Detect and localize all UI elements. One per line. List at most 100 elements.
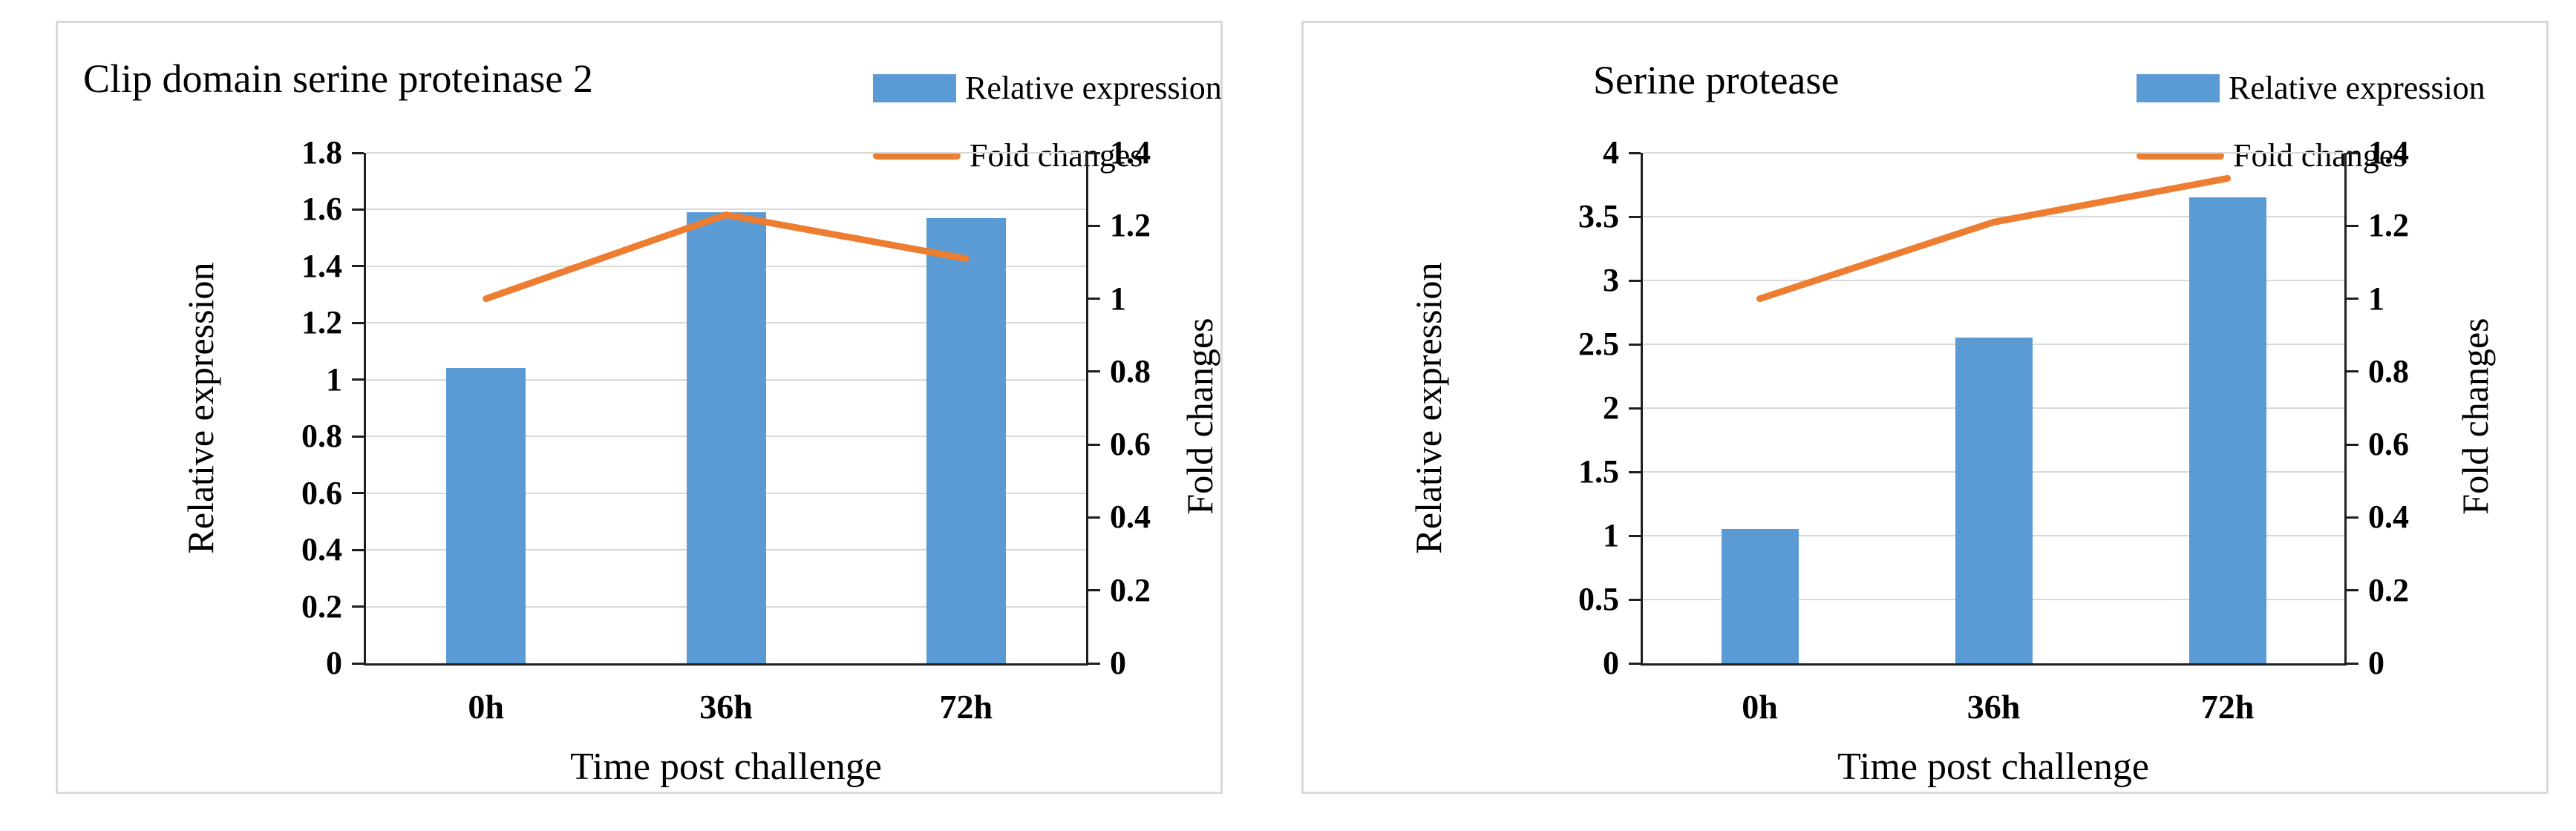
plot-area: 0 0.2 0.4 0.6 0.8 1 1.2 1.4 1.6 1.8 0 0.2 0.4 0.6 0.8 1… <box>301 137 1151 724</box>
bar-36h <box>1955 338 2033 663</box>
bar-72h <box>2189 197 2266 663</box>
x-axis-line <box>364 663 1088 666</box>
left-axis-tick-label: 3.5 <box>1578 198 1619 234</box>
left-axis-tick-label: 1.6 <box>301 191 342 228</box>
x-tick-label-72h: 72h <box>939 688 993 726</box>
right-axis-tick-label: 1.4 <box>2368 134 2409 171</box>
gridline <box>366 208 1086 211</box>
right-axis-tick-label: 0.4 <box>1110 499 1151 536</box>
right-axis-tick-label: 0.2 <box>1110 571 1151 608</box>
x-axis-line <box>1641 663 2347 666</box>
right-axis-tick <box>2347 151 2358 154</box>
gridline <box>1643 216 2344 217</box>
left-axis-tick <box>1629 279 1641 282</box>
left-axis-tick-label: 1.2 <box>301 304 342 341</box>
left-axis-tick <box>352 378 364 381</box>
legend-item-relative-expression: Relative expression <box>2137 69 2485 107</box>
right-axis-tick <box>2347 370 2358 373</box>
left-axis-tick-label: 2 <box>1603 390 1619 426</box>
right-axis-tick-label: 1 <box>2368 280 2384 317</box>
left-axis-tick-label: 0 <box>326 645 342 681</box>
x-tick-label-0h: 0h <box>1742 688 1778 726</box>
right-axis-tick <box>2347 589 2358 592</box>
chart-title: Clip domain serine proteinase 2 <box>83 56 593 101</box>
legend-label: Fold changes <box>2233 137 2407 174</box>
plot-area: 0 0.5 1 1.5 2 2.5 3 3.5 4 0 0.2 0.4 0.6 0.8 1 1.2 1.4 0h 3… <box>1578 137 2409 724</box>
right-axis-tick <box>1088 370 1100 373</box>
right-axis-tick-label: 0 <box>1110 645 1126 681</box>
left-axis-tick <box>1629 151 1641 154</box>
left-axis-tick <box>352 321 364 324</box>
left-axis-tick <box>352 151 364 154</box>
legend: Relative expression Fold changes <box>2137 69 2485 204</box>
left-axis-tick <box>352 548 364 551</box>
left-axis-line <box>1641 153 1643 663</box>
right-axis-tick-label: 0.6 <box>1110 426 1151 463</box>
left-axis-tick-label: 3 <box>1603 262 1619 298</box>
right-axis-tick <box>1088 589 1100 592</box>
gridline <box>1643 152 2344 154</box>
left-axis-tick <box>1629 470 1641 473</box>
chart-panel-clip-domain-serine-proteinase-2: Clip domain serine proteinase 2 Relative… <box>56 21 1223 794</box>
left-axis-tick-label: 1.4 <box>301 247 342 284</box>
right-axis-tick-label: 0.8 <box>1110 352 1151 390</box>
bar-swatch-icon <box>873 73 956 102</box>
fold-changes-line <box>483 211 970 303</box>
left-axis-tick-label: 2.5 <box>1578 326 1619 362</box>
bar-swatch-icon <box>2137 73 2220 102</box>
bar-0h <box>1722 529 1799 663</box>
left-axis-line <box>364 153 366 663</box>
legend-label: Relative expression <box>965 70 1222 106</box>
right-axis-tick <box>2347 516 2358 519</box>
x-tick-label-0h: 0h <box>468 688 504 726</box>
bar-72h <box>926 218 1006 663</box>
left-axis-tick-label: 0.8 <box>301 418 342 455</box>
legend-label: Relative expression <box>2229 70 2485 106</box>
left-axis-tick-label: 1 <box>326 361 342 398</box>
left-axis-tick-label: 0.4 <box>301 531 342 568</box>
right-axis-tick-label: 0.8 <box>2368 352 2409 390</box>
left-axis-tick-label: 0.2 <box>301 588 342 625</box>
right-axis-tick <box>1088 224 1100 227</box>
right-axis-tick-label: 0.4 <box>2368 499 2409 536</box>
left-axis-tick-label: 4 <box>1603 134 1619 171</box>
left-axis-tick <box>1629 407 1641 410</box>
right-axis-tick <box>1088 298 1100 300</box>
x-tick-label-72h: 72h <box>2200 688 2255 726</box>
legend: Relative expression Fold changes <box>873 69 1222 204</box>
right-axis-line <box>2344 153 2347 663</box>
left-axis-tick-label: 0.5 <box>1578 581 1619 617</box>
bar-36h <box>687 212 766 663</box>
right-axis-tick <box>1088 662 1100 665</box>
left-axis-tick <box>1629 534 1641 537</box>
gridline <box>1643 280 2344 281</box>
line-swatch-icon <box>873 151 961 160</box>
left-axis-tick-label: 1.5 <box>1578 453 1619 490</box>
left-axis-title: Relative expression <box>1408 262 1449 554</box>
x-axis-title: Time post challenge <box>570 746 882 788</box>
x-axis-title: Time post challenge <box>1837 746 2149 788</box>
left-axis-tick <box>352 435 364 438</box>
left-axis-tick <box>352 208 364 211</box>
left-axis-tick <box>1629 343 1641 346</box>
right-axis-tick-label: 0 <box>2368 645 2384 681</box>
left-axis-tick-label: 1.8 <box>301 134 342 171</box>
right-axis-title: Fold changes <box>1179 318 1220 515</box>
right-axis-tick-label: 1 <box>1110 280 1126 317</box>
left-axis-tick <box>352 265 364 268</box>
left-axis-tick <box>352 492 364 495</box>
right-axis-tick-label: 1.2 <box>2368 207 2409 244</box>
right-axis-tick-label: 0.6 <box>2368 426 2409 463</box>
right-axis-tick-label: 1.2 <box>1110 207 1151 244</box>
left-axis-tick-label: 0.6 <box>301 474 342 511</box>
chart-title: Serine protease <box>1593 58 1840 102</box>
left-axis-tick-label: 1 <box>1603 517 1619 554</box>
fold-changes-line <box>1756 174 2231 303</box>
right-axis-tick-label: 1.4 <box>1110 134 1151 171</box>
legend-item-fold-changes: Fold changes <box>873 137 1222 174</box>
left-axis-title: Relative expression <box>180 262 221 554</box>
x-tick-label-36h: 36h <box>1967 688 2021 726</box>
right-axis-title: Fold changes <box>2454 318 2496 515</box>
left-axis-tick <box>1629 598 1641 601</box>
